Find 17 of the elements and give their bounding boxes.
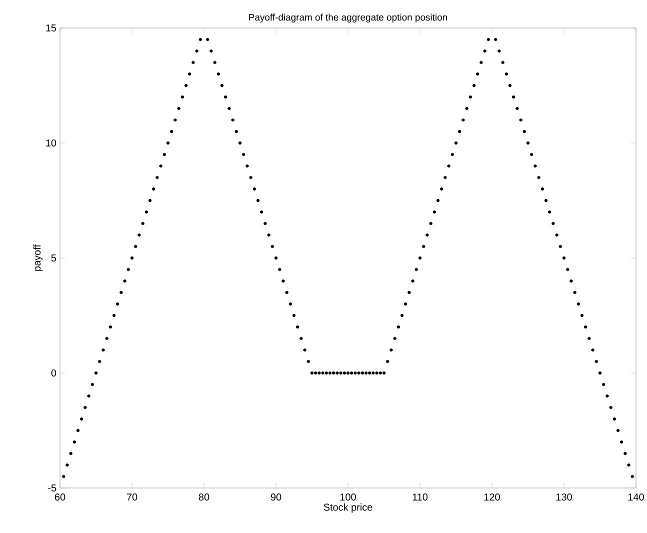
y-axis-title: payoff <box>33 244 43 271</box>
x-tick-label: 70 <box>126 494 138 501</box>
x-tick-label: 120 <box>484 494 500 501</box>
y-tick-label: 5 <box>51 254 56 262</box>
x-tick-label: 130 <box>556 494 572 501</box>
y-tick-label: 15 <box>46 24 56 32</box>
x-axis-title: Stock price <box>324 503 372 513</box>
x-tick-label: 60 <box>54 494 66 501</box>
y-tick-label: 10 <box>46 139 56 147</box>
x-tick-label: 100 <box>340 494 356 501</box>
x-tick-label: 80 <box>198 494 210 501</box>
y-tick-label: -5 <box>48 484 56 492</box>
x-tick-label: 140 <box>628 494 644 501</box>
chart-title: Payoff-diagram of the aggregate option position <box>249 14 447 22</box>
y-tick-label: 0 <box>51 369 56 377</box>
x-tick-label: 110 <box>412 494 428 501</box>
x-tick-label: 90 <box>270 494 282 501</box>
